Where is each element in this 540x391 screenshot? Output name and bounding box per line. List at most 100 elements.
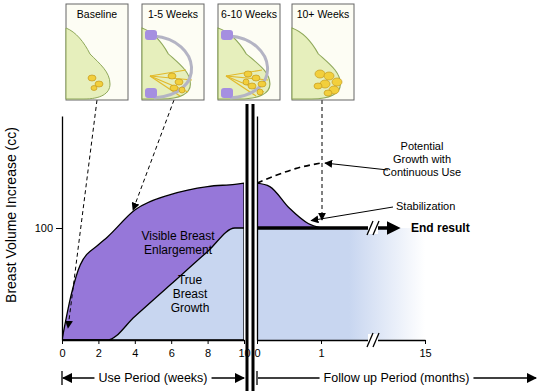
device-cup: [221, 30, 233, 40]
x-tick-mark: [208, 340, 209, 344]
gland: [332, 78, 342, 86]
axis-break-slash: [367, 221, 373, 235]
x-axis-title-background: [94, 371, 211, 385]
series-label-line: Growth with: [393, 153, 451, 165]
series-label-line: Potential: [401, 140, 444, 152]
gland: [170, 85, 178, 91]
series-label: Visible BreastEnlargement: [141, 229, 215, 257]
series-label-line: Enlargement: [144, 243, 213, 257]
label-pointer: [325, 163, 388, 170]
series-label-line: Visible Breast: [141, 229, 215, 243]
gland: [324, 90, 332, 96]
series-label: PotentialGrowth withContinuous Use: [383, 140, 461, 178]
series-label-line: Continuous Use: [383, 166, 461, 178]
gland: [314, 83, 322, 89]
axis-break-slash: [373, 333, 379, 347]
series-label-line: Breast: [173, 287, 208, 301]
device-cup: [221, 88, 233, 98]
stage-pointer: [68, 100, 97, 328]
stage-illustration: Baseline: [66, 4, 128, 100]
x-tick-label: 6: [169, 347, 175, 359]
annotation: End result: [411, 221, 470, 235]
y-axis: 100: [35, 117, 63, 341]
x-tick-mark: [257, 340, 258, 344]
gland: [179, 87, 185, 93]
x-tick-label: 1: [318, 347, 324, 359]
device-cup: [145, 88, 157, 98]
x-axis: 0 2 4 6 8 10: [59, 340, 250, 359]
gland: [258, 81, 266, 87]
x-axis-title-background: [320, 371, 474, 385]
area: [257, 228, 425, 340]
y-axis-title: Breast Volume Increase (cc): [3, 127, 19, 303]
series-label-line: True: [178, 273, 203, 287]
x-tick-mark: [135, 340, 136, 344]
area: [62, 183, 244, 340]
x-tick-label: 0: [59, 347, 65, 359]
x-tick: 0: [254, 340, 260, 359]
x-tick-mark: [321, 340, 322, 344]
x-tick: 6: [169, 340, 175, 359]
gland: [324, 72, 334, 80]
gland: [257, 89, 263, 95]
x-tick-mark: [244, 340, 245, 344]
y-tick-label: 100: [35, 222, 53, 234]
x-tick-label: 10: [238, 347, 250, 359]
x-tick-label: 8: [205, 347, 211, 359]
x-tick: 8: [205, 340, 211, 359]
stage-label: 6-10 Weeks: [221, 8, 277, 20]
stage-frame: [66, 4, 128, 100]
x-axis: 0 1 15: [254, 340, 431, 359]
stage-label: 1-5 Weeks: [148, 8, 198, 20]
x-tick-mark: [425, 340, 426, 344]
plot-marks: [62, 183, 244, 340]
axis-break: [367, 333, 379, 347]
x-tick: 0: [59, 340, 65, 359]
x-axis-line: [63, 340, 245, 341]
x-tick-mark: [62, 340, 63, 344]
x-tick-label: 0: [254, 347, 260, 359]
x-tick: 2: [96, 340, 102, 359]
x-tick-label: 4: [132, 347, 138, 359]
period-start-bar: [256, 371, 257, 385]
x-tick-label: 2: [96, 347, 102, 359]
x-tick: 15: [419, 340, 431, 359]
x-tick-mark: [171, 340, 172, 344]
area: [62, 228, 244, 340]
stage-illustration: 10+ Weeks: [292, 4, 354, 100]
annotation-pointer: [311, 207, 393, 221]
breast-shape: [66, 28, 110, 99]
axis-break: [367, 221, 379, 235]
x-axis-title: Follow up Period (months): [324, 371, 470, 385]
axis-break-gap: [368, 222, 378, 234]
series-label: TrueBreastGrowth: [171, 273, 210, 315]
axis-break-slash: [373, 221, 379, 235]
figure: 0 2 4 6 8 10 100 0 1 15 Baseline 1-5 Weeks 6-10 Week…: [0, 0, 540, 391]
stage-frame: [218, 4, 280, 100]
gland: [91, 86, 97, 91]
line: [257, 163, 321, 183]
plot-marks: [257, 163, 425, 340]
gland: [243, 79, 249, 85]
x-tick-label: 15: [419, 347, 431, 359]
breast-shape: [292, 28, 340, 99]
device-dome: [230, 36, 268, 98]
x-tick: 4: [132, 340, 138, 359]
period-start-bar: [61, 371, 62, 385]
stage-illustration: 1-5 Weeks: [142, 4, 204, 100]
x-axis-title: Use Period (weeks): [98, 371, 207, 385]
gland: [244, 71, 252, 77]
y-tick: 100: [35, 222, 62, 234]
text-layer: Visible BreastEnlargementTrueBreastGrowt…: [3, 127, 473, 385]
y-tick-mark: [56, 228, 62, 229]
gland: [248, 83, 256, 89]
stage-label: 10+ Weeks: [297, 8, 350, 20]
gland: [168, 73, 176, 79]
x-tick: 1: [318, 340, 324, 359]
device-dome: [154, 36, 192, 98]
gland: [252, 75, 260, 81]
stage-label: Baseline: [77, 8, 117, 20]
axis-break-slash: [367, 333, 373, 347]
gland: [88, 75, 96, 81]
stage-pointer: [133, 100, 174, 210]
